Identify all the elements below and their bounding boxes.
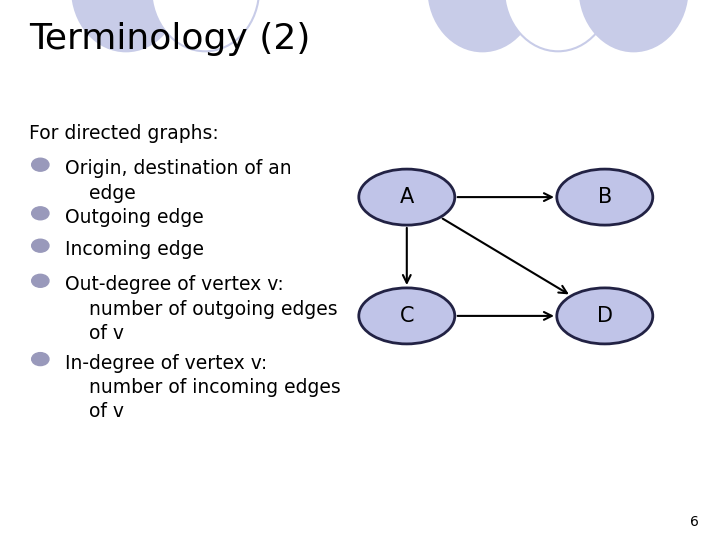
Ellipse shape (580, 0, 688, 51)
Text: Outgoing edge: Outgoing edge (65, 208, 204, 227)
Ellipse shape (359, 169, 455, 225)
Ellipse shape (359, 288, 455, 344)
Text: Terminology (2): Terminology (2) (29, 22, 310, 56)
Text: For directed graphs:: For directed graphs: (29, 124, 219, 143)
Circle shape (32, 353, 49, 366)
Circle shape (32, 207, 49, 220)
Ellipse shape (504, 0, 612, 51)
Circle shape (32, 239, 49, 252)
Text: Out-degree of vertex v:
    number of outgoing edges
    of v: Out-degree of vertex v: number of outgoi… (65, 275, 338, 343)
Ellipse shape (557, 169, 653, 225)
Text: C: C (400, 306, 414, 326)
Text: In-degree of vertex v:
    number of incoming edges
    of v: In-degree of vertex v: number of incomin… (65, 354, 341, 421)
Text: 6: 6 (690, 515, 698, 529)
Text: B: B (598, 187, 612, 207)
Ellipse shape (151, 0, 259, 51)
Text: Origin, destination of an
    edge: Origin, destination of an edge (65, 159, 292, 202)
Text: D: D (597, 306, 613, 326)
Ellipse shape (428, 0, 536, 51)
Ellipse shape (557, 288, 653, 344)
Text: A: A (400, 187, 414, 207)
Circle shape (32, 274, 49, 287)
Circle shape (32, 158, 49, 171)
Ellipse shape (72, 0, 180, 51)
Text: Incoming edge: Incoming edge (65, 240, 204, 259)
